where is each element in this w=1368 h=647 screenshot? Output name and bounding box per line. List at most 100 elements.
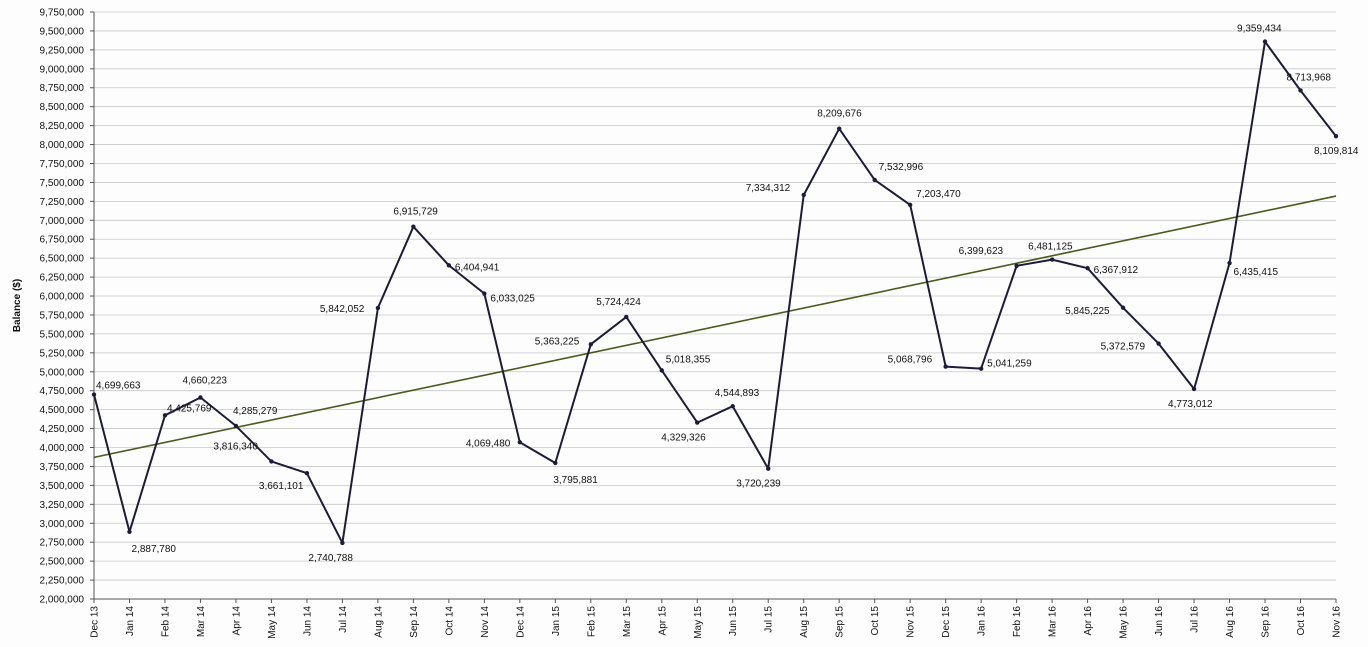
data-point [978,366,984,371]
data-label: 7,532,996 [879,162,924,173]
x-tick-label: Oct 15 [870,606,881,636]
x-tick-label: Jan 14 [125,606,136,636]
data-label: 6,399,623 [959,246,1004,257]
x-tick-label: Jul 14 [338,606,349,633]
x-tick-label: Mar 15 [622,606,633,638]
data-label: 5,018,355 [666,354,711,365]
x-tick-label: Sep 16 [1261,606,1272,638]
data-label: 5,845,225 [1065,306,1110,317]
data-label: 6,435,415 [1234,267,1279,278]
x-tick-label: Oct 16 [1296,606,1307,636]
x-tick-label: Jun 16 [1154,606,1165,636]
data-point [91,392,97,397]
data-label: 4,329,326 [661,433,706,444]
x-tick-label: Feb 16 [1012,606,1023,638]
y-tick-label: 9,000,000 [40,64,85,75]
data-label: 3,816,340 [213,441,258,452]
y-tick-label: 4,750,000 [40,386,85,397]
x-tick-label: Nov 15 [906,606,917,638]
x-tick-label: Jan 15 [551,606,562,636]
data-label: 6,404,941 [455,262,500,273]
data-point [907,202,913,208]
data-point [411,224,416,229]
y-tick-label: 4,000,000 [40,443,85,454]
y-tick-label: 3,500,000 [40,481,85,492]
y-tick-label: 6,500,000 [40,254,85,265]
data-label: 5,363,225 [535,336,580,347]
data-point [340,540,345,546]
data-point [801,192,806,198]
data-point [943,364,948,369]
x-tick-label: Nov 14 [480,606,491,638]
y-tick-label: 4,500,000 [40,405,85,416]
data-label: 8,209,676 [817,109,862,120]
x-tick-label: May 15 [693,606,704,639]
series-line [93,40,1337,544]
series-group [91,39,1339,546]
data-point [1262,39,1268,44]
y-tick-label: 2,250,000 [40,576,85,587]
x-tick-label: Mar 14 [196,606,207,638]
data-label: 8,109,814 [1314,146,1359,157]
x-tick-label: Feb 15 [586,606,597,638]
trendline [93,195,1337,459]
x-tick-label: Feb 14 [160,606,171,638]
data-point [162,413,168,418]
axes: 2,000,000 2,250,000 2,500,000 2,750,000 3,00… [40,8,1343,639]
data-point [1120,305,1126,310]
data-point [1049,257,1055,262]
data-label: 2,740,788 [308,553,353,564]
x-tick-label: Mar 16 [1048,606,1059,638]
data-label: 4,660,223 [182,376,227,387]
gridlines [94,11,1336,581]
data-label: 3,720,239 [736,479,781,490]
data-point [1085,265,1090,271]
x-tick-label: Aug 14 [373,606,384,638]
data-point [837,126,842,131]
x-tick-label: Jul 15 [764,606,775,633]
y-tick-label: 8,000,000 [40,140,85,151]
x-tick-label: Dec 15 [941,606,952,638]
data-point [659,368,664,373]
y-tick-label: 8,750,000 [40,83,85,94]
y-tick-label: 5,750,000 [40,310,85,321]
x-tick-label: Jun 15 [728,606,739,636]
data-point [127,529,132,534]
y-tick-label: 4,250,000 [40,424,85,435]
x-tick-label: Apr 16 [1083,606,1094,636]
y-tick-label: 7,750,000 [40,159,85,170]
data-point [730,404,735,409]
x-tick-label: Apr 15 [657,606,668,636]
data-label: 4,285,279 [233,406,278,417]
y-tick-label: 2,750,000 [40,538,85,549]
data-label: 4,544,893 [715,388,760,399]
y-tick-label: 8,250,000 [40,121,85,132]
data-point [695,420,700,425]
y-tick-label: 8,500,000 [40,102,85,113]
data-label: 5,842,052 [320,304,365,315]
data-label: 4,425,769 [167,403,212,414]
y-tick-label: 5,250,000 [40,348,85,359]
x-tick-label: Jan 16 [977,606,988,636]
data-label: 6,033,025 [490,294,535,305]
y-tick-label: 5,000,000 [40,367,85,378]
y-tick-label: 7,500,000 [40,178,85,189]
data-label: 4,069,480 [466,438,511,449]
data-point [553,460,558,466]
data-point [304,470,310,476]
data-point [1191,386,1197,392]
x-tick-label: Dec 13 [90,606,101,638]
data-labels: 4,699,663 2,887,780 4,425,769 4,660,223 4,28… [96,24,1359,564]
y-tick-label: 9,250,000 [40,45,85,56]
y-tick-label: 9,500,000 [40,26,85,37]
x-tick-label: Jul 16 [1190,606,1201,633]
y-tick-label: 9,750,000 [40,8,85,19]
data-point [1227,260,1232,266]
y-tick-label: 2,000,000 [40,595,85,606]
x-tick-label: Nov 16 [1332,606,1343,638]
data-point [375,305,381,311]
data-point [446,263,452,268]
y-tick-label: 7,250,000 [40,197,85,208]
